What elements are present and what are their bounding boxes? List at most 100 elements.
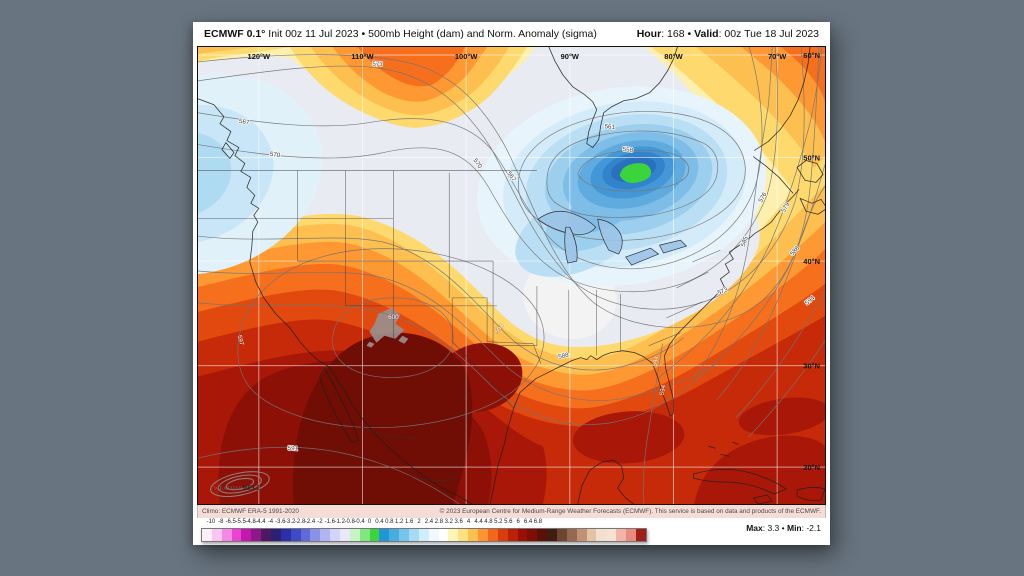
colorbar-tick-label: 4.8: [484, 519, 493, 525]
colorbar-cell: [221, 529, 232, 541]
map-svg: 120°W 110°W 100°W 90°W 80°W 70°W 60°N 50°N 40°N 3…: [198, 47, 825, 504]
colorbar-cell: [507, 529, 518, 541]
colorbar-cell: [290, 529, 301, 541]
state-borders: [198, 170, 721, 481]
colorbar-tick-label: -3.2: [285, 519, 296, 525]
contour-label: 585: [740, 235, 750, 248]
colorbar-cell: [625, 529, 636, 541]
colorbar-tick-label: -4: [267, 519, 274, 525]
colorbar-cell: [438, 529, 449, 541]
colorbar-tick-label: 3.6: [454, 519, 463, 525]
colorbar-cell: [547, 529, 557, 541]
colorbar-cell: [448, 529, 459, 541]
colorbar-cell: [556, 529, 567, 541]
forecast-map-card: ECMWF 0.1° Init 00z 11 Jul 2023 • 500mb …: [193, 22, 830, 545]
colorbar-tick-label: -2.4: [304, 519, 316, 525]
colorbar-cell: [606, 529, 617, 541]
colorbar-tick-label: 1.6: [404, 519, 414, 525]
contour-label: 591: [287, 445, 298, 453]
parallel-label: 20°N: [803, 463, 820, 472]
map-header: ECMWF 0.1° Init 00z 11 Jul 2023 • 500mb …: [197, 22, 826, 46]
colorbar-tick-label: 5.6: [504, 519, 513, 525]
contour-label: 561: [604, 123, 615, 131]
colorbar-tick-label: -1.2: [334, 519, 345, 525]
colorbar-cell: [399, 529, 410, 541]
contour-label: 588: [558, 352, 570, 361]
colorbar-tick-label: 6: [516, 519, 520, 525]
colorbar-cell: [340, 529, 350, 541]
contour-label: 597: [236, 334, 246, 346]
colorbar-cell: [409, 529, 419, 541]
colorbar-cell: [251, 529, 262, 541]
colorbar-cell: [320, 529, 331, 541]
colorbar-tick-label: 2: [417, 519, 421, 525]
ridge-arch: [289, 47, 527, 128]
colorbar-cell: [517, 529, 528, 541]
colorbar-cell: [241, 529, 252, 541]
colorbar-cell: [576, 529, 587, 541]
map-valid-time: Hour: 168 • Valid: 00z Tue 18 Jul 2023: [636, 28, 819, 40]
contour-label: 570: [269, 151, 281, 159]
parallel-label: 40°N: [803, 257, 820, 266]
contour-label: 594: [659, 384, 668, 396]
colorbar-tick-label: 3.2: [444, 519, 453, 525]
meridian-label: 120°W: [248, 52, 271, 61]
colorbar-cell: [359, 529, 370, 541]
colorbar-tick-label: 6.4: [523, 519, 533, 525]
colorbar-tick-label: 5.2: [494, 519, 503, 525]
colorbar-tick-label: -4.4: [255, 519, 266, 525]
colorbar-tick-label: -0.8: [344, 519, 355, 525]
colorbar-tick-label: -2: [317, 519, 323, 525]
colorbar-cell: [389, 529, 400, 541]
great-lakes: [537, 210, 688, 266]
colorbar-cell: [349, 529, 360, 541]
colorbar-block: -10 -8 -6.5 -5.5 -4.8 -4.4 -4 -3.6 -3.2 -2.8 -2.4-…: [201, 519, 647, 542]
attribution-strip: Climo: ECMWF ERA-5 1991-2020 © 2023 Euro…: [197, 505, 826, 518]
colorbar-cell: [468, 529, 479, 541]
copyright-text: © 2023 European Centre for Medium-Range …: [439, 508, 821, 515]
colorbar-cell: [369, 529, 380, 541]
cold-low-field: [198, 73, 767, 287]
colorbar-cell: [478, 529, 488, 541]
meridian-label: 80°W: [664, 52, 683, 61]
colorbar: [201, 528, 647, 542]
colorbar-cell: [261, 529, 272, 541]
colorbar-cell: [300, 529, 311, 541]
parallel-label: 30°N: [803, 362, 820, 371]
contour-label: 558: [622, 146, 634, 154]
colorbar-cell: [428, 529, 439, 541]
colorbar-tick-labels: -10 -8 -6.5 -5.5 -4.8 -4.4 -4 -3.6 -3.2 -2.8 -2.4-…: [201, 519, 647, 528]
weatherbell-swirl-icon: [209, 471, 270, 498]
colorbar-cell: [231, 529, 242, 541]
colorbar-cell: [379, 529, 390, 541]
contour-label: 600: [388, 314, 399, 321]
colorbar-tick-label: 6.8: [533, 519, 543, 525]
colorbar-tick-label: -0.4: [354, 519, 365, 525]
colorbar-tick-label: 2.4: [424, 519, 434, 525]
colorbar-tick-label: 0.4: [375, 519, 384, 525]
colorbar-cell: [487, 529, 498, 541]
colorbar-tick-label: -3.6: [275, 519, 286, 525]
contour-label: 567: [238, 118, 250, 127]
map-plot-area: 120°W 110°W 100°W 90°W 80°W 70°W 60°N 50°N 40°N 3…: [197, 46, 826, 505]
colorbar-cell: [310, 529, 321, 541]
colorbar-cell: [635, 529, 646, 541]
colorbar-tick-label: 1.2: [395, 519, 404, 525]
terrain-mask-patch: [366, 307, 409, 348]
colorbar-cell: [537, 529, 548, 541]
colorbar-tick-label: -6.5: [225, 519, 236, 525]
colorbar-cell: [616, 529, 626, 541]
max-min-readout: Max: 3.3 • Min: -2.1: [746, 523, 821, 533]
colorbar-tick-label: 0.8: [385, 519, 394, 525]
colorbar-cell: [271, 529, 281, 541]
contour-label: 573: [372, 61, 383, 69]
climo-text: Climo: ECMWF ERA-5 1991-2020: [202, 508, 299, 515]
meridian-label: 110°W: [351, 52, 374, 61]
colorbar-tick-label: 4.4: [474, 519, 483, 525]
map-title: ECMWF 0.1° Init 00z 11 Jul 2023 • 500mb …: [204, 28, 597, 40]
meridian-label: 90°W: [561, 52, 580, 61]
parallel-label: 50°N: [803, 154, 820, 163]
colorbar-tick-label: 2.8: [434, 519, 444, 525]
weatherbell-wordmark: WEATHERBELL: [214, 484, 262, 492]
